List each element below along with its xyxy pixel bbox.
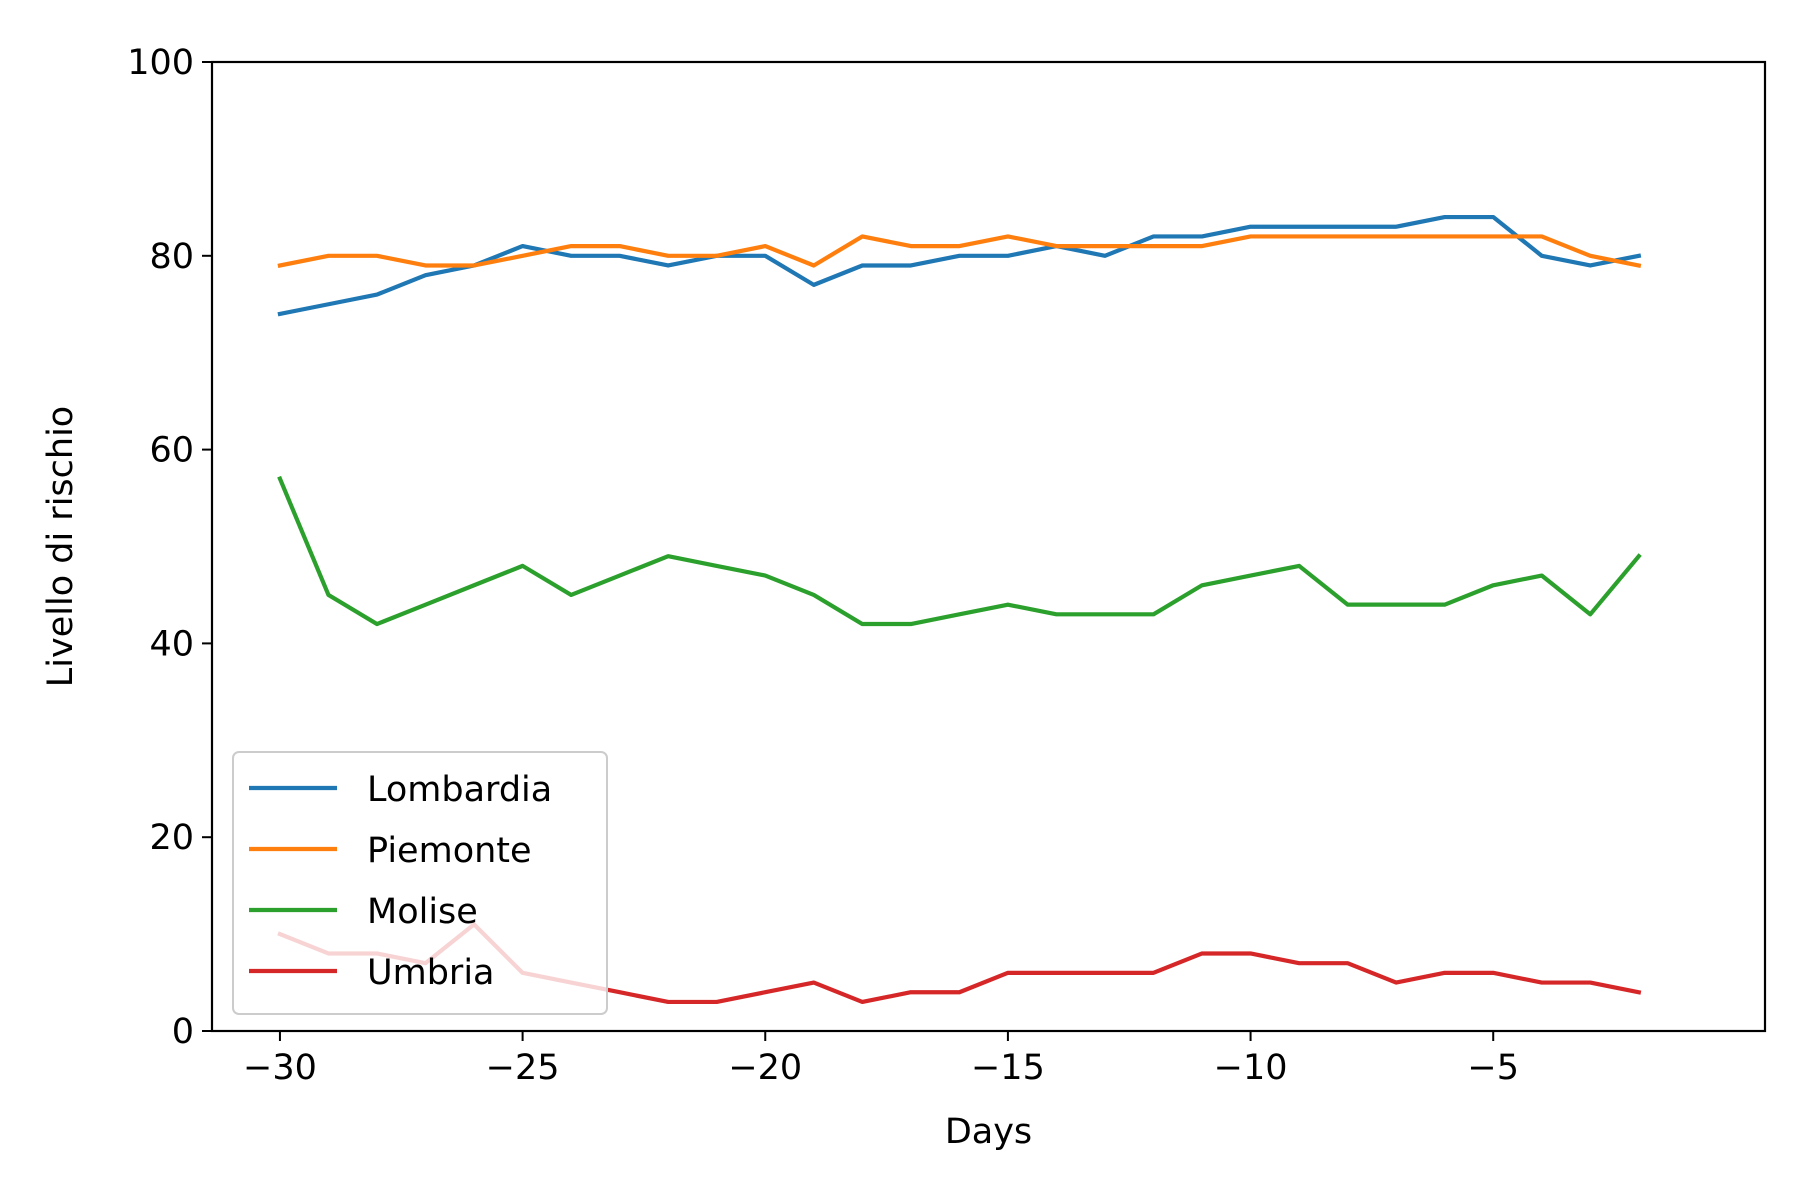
x-tick-label: −30 [243,1048,317,1088]
legend-label-molise: Molise [367,892,478,932]
x-tick-label: −20 [728,1048,802,1088]
series-line-piemonte [277,234,1642,268]
y-tick-label: 0 [172,1012,194,1052]
x-tick-label: −5 [1467,1048,1519,1088]
legend-label-lombardia: Lombardia [367,770,552,810]
legend-label-piemonte: Piemonte [367,831,532,871]
y-axis: 0 20 40 60 80 100 [127,43,212,1052]
x-axis-title: Days [945,1112,1032,1152]
y-tick-label: 60 [149,431,194,471]
legend-box [232,751,608,1015]
plot-frame [210,60,1767,1033]
x-tick-label: −15 [971,1048,1045,1088]
y-tick-label: 80 [149,237,194,277]
x-tick-label: −10 [1214,1048,1288,1088]
series-line-molise [277,475,1642,627]
y-tick-label: 20 [149,818,194,858]
legend-label-umbria: Umbria [367,953,495,993]
x-tick-label: −25 [486,1048,560,1088]
y-tick-label: 100 [127,43,194,83]
legend: Lombardia Piemonte Molise Umbria [232,751,608,1015]
x-axis: −30 −25 −20 −15 −10 −5 [243,1031,1519,1088]
series-line-lombardia [277,214,1642,317]
y-tick-label: 40 [149,624,194,664]
y-axis-title: Livello di rischio [41,406,81,687]
